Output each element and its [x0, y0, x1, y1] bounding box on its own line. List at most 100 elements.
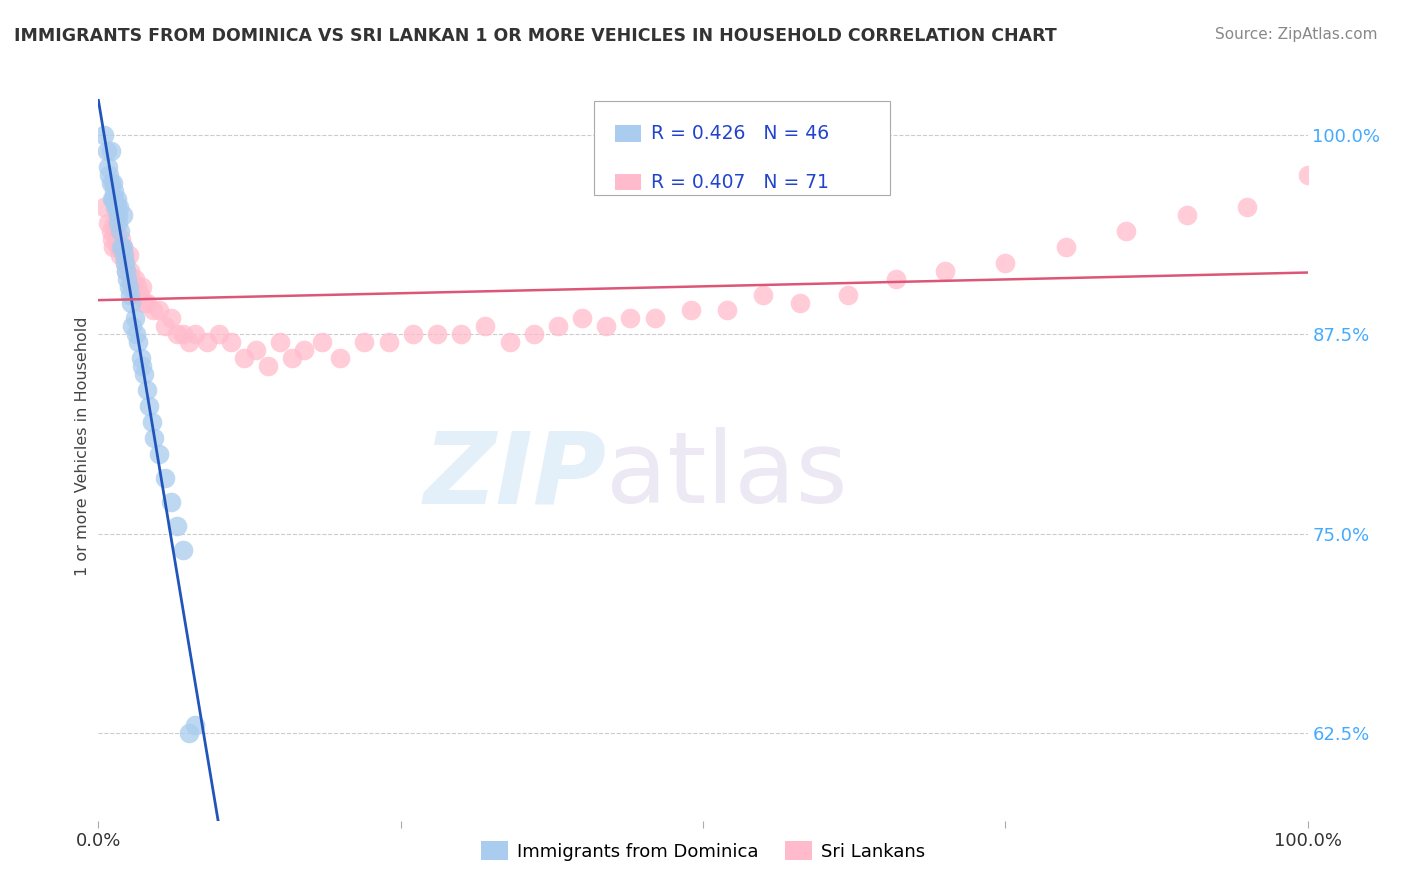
- Point: [104, 200, 127, 214]
- Point: [547, 319, 569, 334]
- Point: [118, 279, 141, 293]
- Point: [523, 327, 546, 342]
- Point: [107, 208, 129, 222]
- Text: Source: ZipAtlas.com: Source: ZipAtlas.com: [1215, 27, 1378, 42]
- Point: [100, 224, 122, 238]
- Point: [1236, 200, 1258, 214]
- Point: [107, 240, 129, 254]
- Text: R = 0.407   N = 71: R = 0.407 N = 71: [651, 173, 830, 192]
- FancyBboxPatch shape: [614, 125, 641, 142]
- Point: [402, 327, 425, 342]
- Point: [105, 232, 128, 246]
- Point: [179, 335, 201, 350]
- Point: [1115, 224, 1137, 238]
- Point: [100, 176, 122, 190]
- FancyBboxPatch shape: [614, 174, 641, 191]
- Point: [292, 343, 315, 358]
- Point: [107, 216, 129, 230]
- Point: [311, 335, 333, 350]
- Point: [644, 311, 666, 326]
- Point: [153, 471, 176, 485]
- Point: [127, 279, 149, 293]
- Point: [245, 343, 267, 358]
- Point: [184, 718, 207, 732]
- Point: [101, 240, 124, 254]
- Point: [127, 335, 149, 350]
- Point: [111, 240, 134, 254]
- Point: [256, 359, 278, 374]
- Point: [160, 311, 183, 326]
- Point: [108, 240, 131, 254]
- Point: [353, 335, 375, 350]
- Point: [716, 303, 738, 318]
- Point: [93, 200, 115, 214]
- Point: [115, 263, 138, 277]
- Point: [269, 335, 291, 350]
- Point: [124, 271, 146, 285]
- Point: [129, 351, 152, 366]
- Point: [103, 184, 125, 198]
- Point: [108, 200, 131, 214]
- Point: [101, 176, 124, 190]
- Point: [153, 319, 176, 334]
- Point: [172, 542, 194, 557]
- Y-axis label: 1 or more Vehicles in Household: 1 or more Vehicles in Household: [75, 317, 90, 575]
- Point: [131, 279, 153, 293]
- Point: [121, 279, 143, 293]
- Legend: Immigrants from Dominica, Sri Lankans: Immigrants from Dominica, Sri Lankans: [474, 834, 932, 868]
- Text: ZIP: ZIP: [423, 427, 606, 524]
- Point: [111, 240, 134, 254]
- Point: [120, 271, 142, 285]
- Point: [281, 351, 304, 366]
- Point: [96, 144, 118, 158]
- Point: [148, 447, 170, 461]
- Point: [221, 335, 243, 350]
- Point: [110, 232, 132, 246]
- Point: [450, 327, 472, 342]
- Point: [128, 287, 150, 301]
- Text: atlas: atlas: [606, 427, 848, 524]
- Point: [117, 271, 139, 285]
- Point: [679, 303, 702, 318]
- Point: [789, 295, 811, 310]
- Point: [105, 192, 128, 206]
- Point: [934, 263, 956, 277]
- Point: [426, 327, 449, 342]
- Point: [377, 335, 399, 350]
- Text: IMMIGRANTS FROM DOMINICA VS SRI LANKAN 1 OR MORE VEHICLES IN HOUSEHOLD CORRELATI: IMMIGRANTS FROM DOMINICA VS SRI LANKAN 1…: [14, 27, 1057, 45]
- Point: [103, 216, 125, 230]
- Point: [125, 327, 148, 342]
- Point: [160, 495, 183, 509]
- Point: [595, 319, 617, 334]
- Point: [135, 295, 157, 310]
- Point: [114, 255, 136, 269]
- Point: [100, 144, 122, 158]
- Point: [112, 248, 135, 262]
- Point: [111, 208, 134, 222]
- Point: [97, 160, 120, 174]
- Point: [138, 399, 160, 413]
- Point: [184, 327, 207, 342]
- Point: [148, 303, 170, 318]
- Point: [104, 224, 127, 238]
- Point: [110, 240, 132, 254]
- Point: [101, 192, 124, 206]
- Point: [124, 311, 146, 326]
- Point: [134, 295, 156, 310]
- Point: [498, 335, 520, 350]
- Point: [166, 327, 188, 342]
- Point: [1054, 240, 1077, 254]
- FancyBboxPatch shape: [595, 102, 890, 195]
- Point: [98, 168, 121, 182]
- Point: [118, 263, 141, 277]
- Point: [208, 327, 231, 342]
- Point: [108, 248, 131, 262]
- Point: [131, 359, 153, 374]
- Point: [103, 192, 125, 206]
- Point: [143, 431, 166, 445]
- Point: [100, 232, 122, 246]
- Point: [120, 295, 142, 310]
- Point: [93, 128, 115, 142]
- Point: [100, 192, 122, 206]
- Point: [195, 335, 218, 350]
